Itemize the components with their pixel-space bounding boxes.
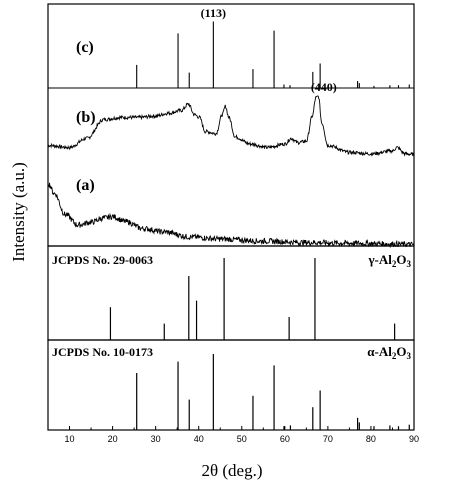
alpha-panel-frame (47, 339, 415, 431)
x-tick-label: 80 (366, 434, 376, 444)
x-tick-label: 30 (151, 434, 161, 444)
y-axis-label: Intensity (a.u.) (9, 162, 28, 262)
top-plot-area (47, 21, 415, 249)
gamma-symbol: γ (367, 252, 374, 267)
x-axis-label: 2θ (deg.) (201, 461, 262, 480)
x-tick-label: 20 (108, 434, 118, 444)
trace-b-line (47, 95, 415, 157)
gamma-plot-area (109, 258, 396, 340)
gamma-subscript-2: 3 (407, 259, 412, 269)
x-tick-label: 10 (65, 434, 75, 444)
gamma-phase-part1: -Al (375, 252, 393, 267)
trace-label-c: (c) (76, 39, 94, 56)
gamma-phase-label: γ-Al2O3 (367, 252, 411, 269)
trace-a-line (47, 182, 415, 249)
x-tick-label: 60 (280, 434, 290, 444)
peak-annotation-440: (440) (311, 80, 337, 94)
alpha-phase-part1: -Al (375, 344, 393, 359)
top-panel-frame (47, 3, 415, 247)
trace-label-b: (b) (76, 109, 96, 126)
x-tick-label: 90 (409, 434, 419, 444)
alpha-phase-part2: O (396, 344, 406, 359)
x-tick-label: 40 (194, 434, 204, 444)
gamma-phase-part2: O (396, 252, 406, 267)
alpha-subscript-1: 2 (392, 351, 397, 361)
trace-label-a: (a) (76, 177, 95, 194)
x-axis: 10 20 30 40 50 60 70 80 90 (47, 426, 419, 444)
peak-annotation-113: (113) (201, 6, 226, 20)
alpha-plot-area (136, 354, 410, 430)
gamma-card-label: JCPDS No. 29-0063 (52, 253, 153, 267)
alpha-phase-label: α-Al2O3 (367, 344, 411, 361)
alpha-symbol: α (367, 344, 375, 359)
gamma-subscript-1: 2 (392, 259, 397, 269)
alpha-card-label: JCPDS No. 10-0173 (52, 345, 153, 359)
x-tick-label: 70 (323, 434, 333, 444)
x-tick-label: 50 (237, 434, 247, 444)
alpha-subscript-2: 3 (407, 351, 412, 361)
